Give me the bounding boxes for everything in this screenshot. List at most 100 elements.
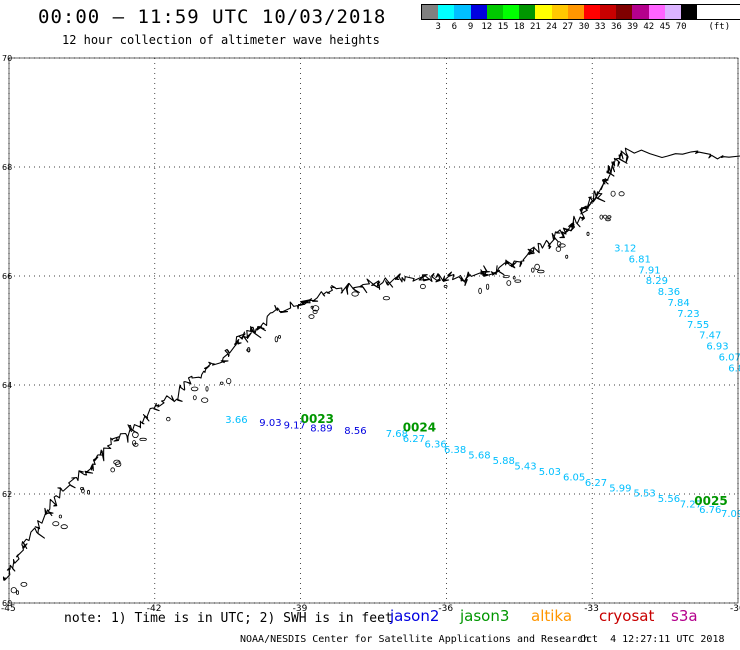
island-outline — [586, 231, 590, 236]
legend-swatch — [648, 5, 665, 19]
island-outline — [277, 334, 281, 339]
island-outline — [201, 397, 209, 403]
wave-height-value: 6.81 — [629, 254, 651, 265]
longitude-label: -36 — [438, 604, 453, 614]
page-title: 00:00 — 11:59 UTC 10/03/2018 — [38, 6, 387, 28]
legend-tick: 3 — [435, 22, 441, 32]
legend-tick: 15 — [497, 22, 509, 32]
pass-id-label: 0023 — [301, 412, 334, 426]
island-outline — [190, 386, 199, 392]
wave-height-value: 5.88 — [493, 456, 515, 467]
wave-height-value: 7.47 — [699, 331, 721, 342]
island-outline — [512, 276, 516, 280]
legend-swatches — [421, 4, 740, 20]
legend-swatch — [422, 5, 439, 19]
legend-tick: 30 — [578, 22, 590, 32]
island-outline — [555, 246, 562, 252]
wave-height-value: 6.27 — [403, 434, 425, 445]
island-outline — [308, 314, 315, 319]
island-outline — [192, 395, 197, 401]
wave-height-value: 7.55 — [687, 320, 709, 331]
island-outline — [506, 280, 512, 286]
page-subtitle: 12 hour collection of altimeter wave hei… — [62, 33, 380, 47]
wave-height-value: 7.68 — [386, 429, 408, 440]
wave-height-value: 6.36 — [425, 440, 447, 451]
island-outline — [132, 431, 139, 438]
legend-tick: 27 — [562, 22, 574, 32]
island-outline — [58, 514, 63, 519]
legend-tick: 39 — [627, 22, 639, 32]
legend-tick: 21 — [529, 22, 541, 32]
wave-height-value: 5.56 — [658, 494, 680, 505]
altimeter-pass: 7.686.27 6.366.38 5.68 5.88 5.43 5.03 6.05 6.27… — [386, 420, 722, 516]
wave-height-value: 6.05 — [563, 472, 585, 483]
wave-height-value: 6.07 — [719, 353, 740, 364]
island-outline — [502, 275, 510, 279]
wave-height-value: 7.91 — [638, 265, 660, 276]
island-outline — [534, 263, 540, 270]
pass-id-label: 0024 — [403, 420, 436, 434]
legend-swatch — [502, 5, 520, 19]
island-outline — [113, 459, 121, 465]
legend-swatch — [470, 5, 487, 19]
satellite-legend-jason3: jason3 — [460, 607, 510, 625]
wave-height-value: 7.84 — [668, 298, 690, 309]
legend-unit: (ft) — [708, 22, 731, 32]
legend-swatch — [583, 5, 601, 19]
legend-swatch — [681, 5, 698, 19]
island-outline — [382, 296, 390, 301]
wave-height-value: 6.93 — [706, 342, 728, 353]
axis-labels: 70 68 66 64 62 60-45 -42 -39 -36 -33 -30 — [1, 54, 740, 614]
legend-tick: 18 — [513, 22, 525, 32]
island-outline — [558, 243, 566, 248]
legend-tick: 24 — [546, 22, 558, 32]
island-outline — [599, 214, 604, 220]
generated-timestamp: Oct 4 12:27:11 UTC 2018 — [580, 634, 725, 645]
island-outline — [20, 582, 28, 587]
graticule — [8, 57, 739, 604]
legend-tick: 12 — [481, 22, 493, 32]
wave-height-value: 5.03 — [539, 467, 561, 478]
altimeter-pass: 3.66 9.03 9.17 8.89 8.56 0023 — [225, 412, 366, 437]
island-outline — [15, 590, 19, 595]
island-outline — [443, 284, 448, 288]
island-outline — [110, 467, 115, 473]
island-outline — [514, 279, 522, 283]
satellite-legend-altika: altika — [531, 607, 573, 625]
island-outline — [419, 283, 426, 290]
longitude-label: -42 — [147, 604, 162, 614]
island-outline — [602, 214, 608, 219]
island-outline — [52, 521, 60, 527]
legend-swatch — [454, 5, 471, 19]
island-outline — [478, 287, 482, 294]
latitude-label: 64 — [2, 381, 12, 390]
wave-height-value: 6.76 — [699, 505, 721, 516]
latitude-label: 62 — [2, 490, 12, 499]
island-outline — [485, 283, 490, 290]
coastal-islands — [10, 190, 625, 595]
legend-tick: 70 — [675, 22, 687, 32]
legend-swatch — [551, 5, 568, 19]
wave-height-value: 8.29 — [646, 276, 668, 287]
wave-height-value: 5.53 — [634, 489, 656, 500]
satellite-legend-jason2: jason2 — [390, 607, 440, 625]
wave-height-value: 8.89 — [310, 423, 332, 434]
island-outline — [607, 215, 612, 219]
island-outline — [226, 378, 232, 385]
latitude-label: 70 — [2, 54, 12, 63]
wave-height-value: 5.43 — [514, 462, 536, 473]
island-outline — [351, 291, 359, 297]
legend-swatch — [535, 5, 552, 19]
wave-height-value: 6.89 — [728, 363, 740, 374]
island-outline — [132, 442, 139, 447]
greenland-coastline — [2, 147, 740, 581]
island-outline — [81, 488, 85, 494]
wave-height-value: 7.27 — [680, 500, 702, 511]
color-legend: (ft) 3 6 9 12 15 18 21 24 27 30 33 36 39 42 45 70 — [421, 4, 740, 34]
wave-height-value: 5.99 — [609, 483, 631, 494]
island-outline — [605, 218, 611, 222]
legend-swatch — [567, 5, 584, 19]
legend-tick-labels: (ft) 3 6 9 12 15 18 21 24 27 30 33 36 39 42 45 70 — [421, 20, 740, 34]
legend-tick: 45 — [659, 22, 671, 32]
